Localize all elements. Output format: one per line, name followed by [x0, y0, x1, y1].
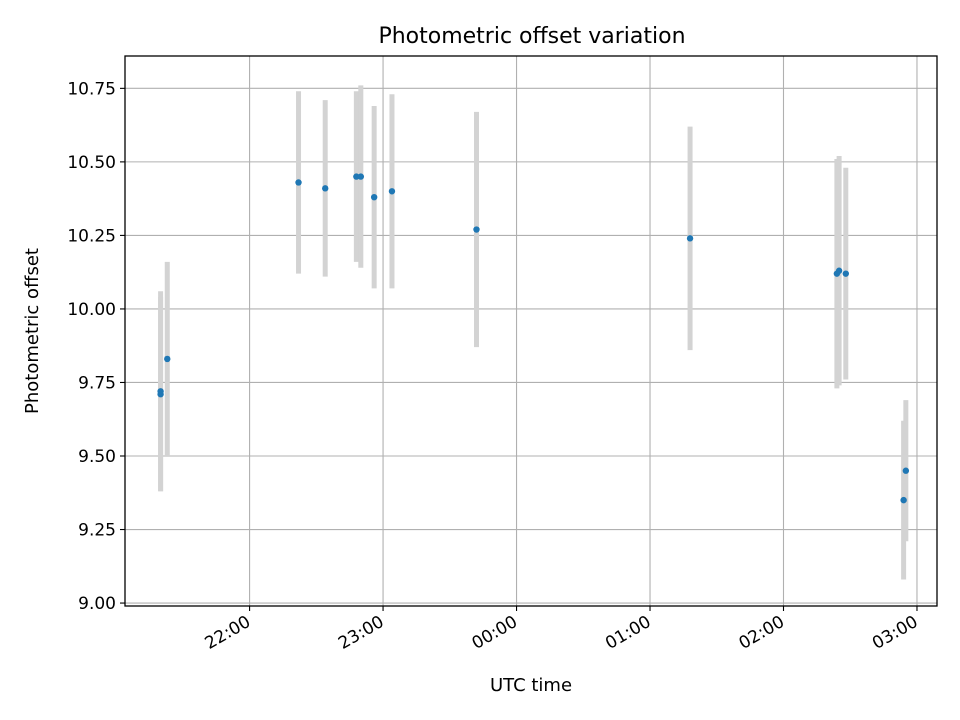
- data-points: [157, 173, 910, 504]
- data-point: [370, 193, 378, 201]
- x-tick-label: 22:00: [202, 612, 254, 654]
- grid-lines: [125, 56, 937, 606]
- y-axis-label: Photometric offset: [22, 248, 43, 414]
- y-tick-label: 9.75: [78, 373, 116, 393]
- x-tick-label: 23:00: [335, 612, 387, 654]
- y-tick-label: 10.75: [67, 79, 116, 99]
- x-tick-label: 00:00: [469, 612, 521, 654]
- chart-title: Photometric offset variation: [378, 24, 685, 49]
- y-tick-label: 9.00: [78, 594, 116, 614]
- y-tick-label: 10.00: [67, 300, 116, 320]
- y-tick-label: 9.50: [78, 447, 116, 467]
- data-point: [835, 267, 843, 274]
- data-point: [842, 270, 849, 277]
- plot-frame: [124, 55, 938, 607]
- data-point: [686, 235, 694, 242]
- y-tick-label: 9.25: [78, 521, 116, 541]
- data-point: [157, 391, 164, 398]
- error-bars: [158, 85, 909, 580]
- x-axis-label: UTC time: [490, 675, 572, 696]
- x-tick-label: 01:00: [602, 612, 654, 654]
- data-point: [900, 496, 907, 504]
- data-point: [388, 188, 396, 195]
- data-point: [357, 173, 365, 180]
- data-point: [353, 173, 360, 180]
- x-axis-ticks: 22:00 23:00 00:00 01:00 02:00 03:00: [202, 606, 921, 654]
- y-tick-label: 10.50: [67, 153, 116, 173]
- data-point: [295, 179, 302, 186]
- x-tick-label: 02:00: [736, 612, 788, 654]
- data-point: [473, 226, 480, 233]
- x-tick-label: 03:00: [869, 612, 921, 654]
- data-point: [902, 467, 910, 474]
- y-axis-ticks: 9.00 9.25 9.50 9.75 10.00 10.25 10.50 10.75: [67, 79, 125, 614]
- data-point: [322, 185, 329, 192]
- data-point: [164, 355, 171, 363]
- y-tick-label: 10.25: [67, 226, 116, 246]
